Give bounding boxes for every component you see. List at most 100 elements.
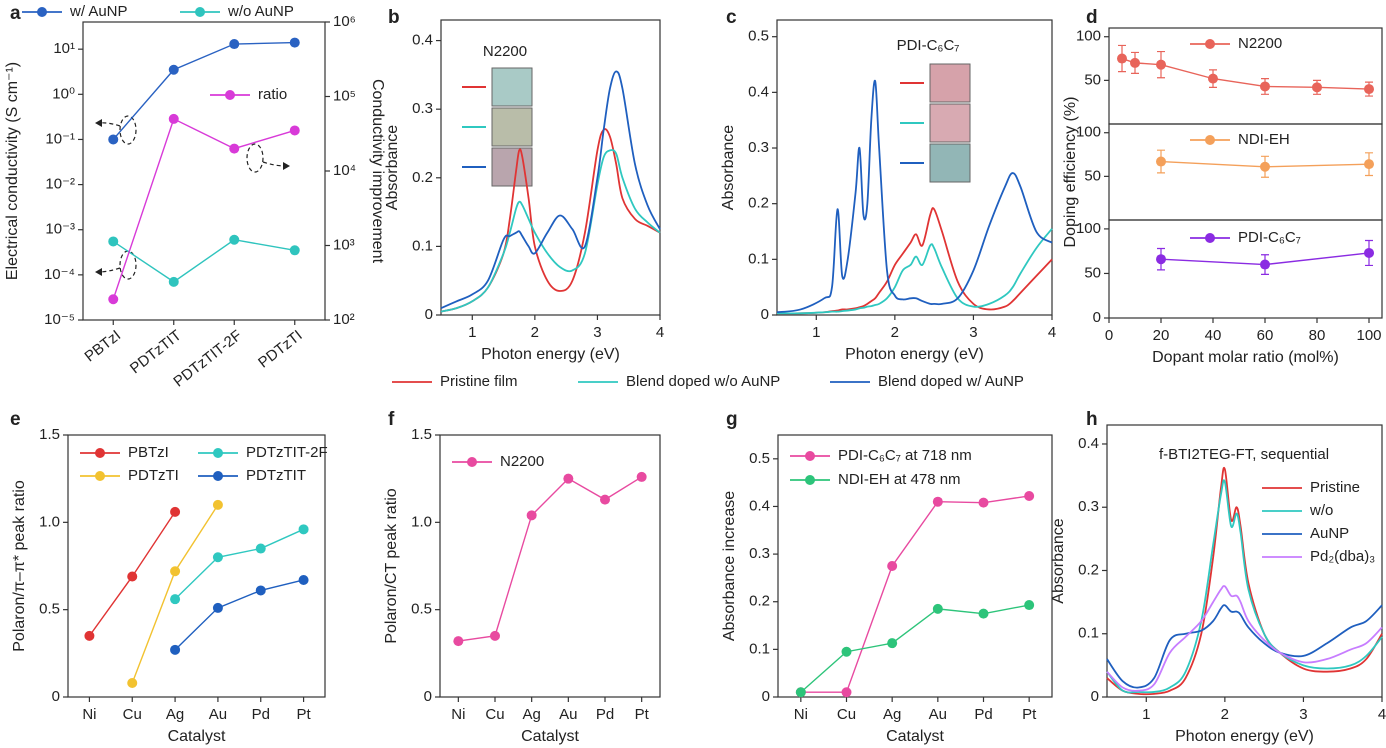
plot-frame: [1108, 219, 1383, 319]
marker: [978, 497, 989, 508]
marker: [255, 585, 266, 596]
marker: [841, 687, 852, 698]
y-axis-label: Electrical conductivity (S cm⁻¹): [4, 62, 21, 280]
legend-marker: [95, 471, 105, 481]
panel: 0 0.1 0.2 0.3 0.4 1 2 3 4 Photon energy (eV) Absor…: [384, 7, 1024, 390]
marker: [1260, 161, 1270, 172]
y2-tick-label: 10⁵: [333, 87, 356, 104]
marker: [978, 608, 989, 619]
y-tick-label: 100: [1076, 28, 1101, 45]
x-axis-label: Catalyst: [521, 728, 579, 745]
x-axis-label: Photon energy (eV): [1175, 728, 1314, 745]
marker: [127, 571, 138, 582]
legend-marker: [805, 475, 815, 485]
series-line: [131, 504, 219, 684]
marker: [289, 125, 300, 136]
panel: 0 0.1 0.2 0.3 0.4 1 2 3 4 Photon energy (eV) Absor…: [1050, 409, 1386, 745]
marker: [108, 134, 119, 145]
film-swatch: [491, 107, 533, 147]
y-tick-label: 0.2: [412, 169, 433, 186]
dashed-ellipse: [119, 115, 137, 145]
marker: [1156, 254, 1166, 265]
y-tick-label: 1.5: [411, 426, 432, 443]
y-tick-label: 0: [424, 688, 432, 705]
marker: [170, 594, 181, 605]
marker: [1364, 84, 1374, 95]
y-tick-label: 0.5: [411, 601, 432, 618]
legend-label: Pristine film: [440, 373, 518, 390]
x-tick-label: Pt: [296, 706, 311, 723]
x-tick-label: Ni: [794, 706, 808, 723]
legend-label: Pristine: [1310, 479, 1360, 496]
marker: [795, 687, 806, 698]
x-tick-label: 40: [1205, 327, 1222, 344]
y-tick-label: 10⁰: [52, 85, 75, 102]
panel-letter: d: [1086, 7, 1098, 28]
series-line: [112, 41, 295, 140]
marker: [1156, 156, 1166, 167]
panel-letter: a: [10, 3, 21, 24]
y-tick-label: 0: [52, 688, 60, 705]
series-line: [800, 495, 1030, 693]
series-line: [1106, 479, 1383, 694]
x-axis-label: Catalyst: [886, 728, 944, 745]
y-tick-label: 0.3: [412, 100, 433, 117]
y-tick-label: 0.4: [1078, 435, 1099, 452]
y-axis-label: Polaron/CT peak ratio: [383, 488, 400, 643]
panel-letter: f: [388, 409, 395, 430]
legend-label: N2200: [1238, 35, 1282, 52]
legend-label: w/ AuNP: [69, 3, 128, 20]
marker: [212, 602, 223, 613]
x-tick-label: 4: [656, 324, 664, 341]
series-line: [440, 70, 661, 309]
y-tick-label: 10⁻²: [45, 176, 75, 193]
plot-frame: [82, 21, 326, 321]
legend-label: ratio: [258, 86, 287, 103]
y-tick-label: 10⁻¹: [45, 130, 75, 147]
marker: [212, 552, 223, 563]
marker: [298, 524, 309, 535]
y2-tick-label: 10⁶: [333, 13, 356, 30]
y-axis-label: Absorbance increase: [721, 491, 738, 641]
x-tick-label: Au: [929, 706, 947, 723]
y-tick-label: 0.1: [412, 237, 433, 254]
film-swatch: [491, 67, 533, 107]
legend-label: w/o AuNP: [227, 3, 294, 20]
x-tick-label: 60: [1257, 327, 1274, 344]
y-tick-label: 0.1: [1078, 625, 1099, 642]
x-tick-label: 1: [812, 324, 820, 341]
marker: [1364, 159, 1374, 170]
series-line: [458, 476, 643, 642]
x-tick-label: 1: [1142, 706, 1150, 723]
marker: [1130, 57, 1140, 68]
y-tick-label: 0.2: [748, 195, 769, 212]
panel-letter: c: [726, 7, 737, 28]
x-tick-label: Ag: [522, 706, 540, 723]
legend-label: PDTzTI: [128, 467, 179, 484]
film-photos: [491, 63, 971, 187]
x-tick-label: 2: [1221, 706, 1229, 723]
x-tick-label: 20: [1153, 327, 1170, 344]
marker: [298, 574, 309, 585]
y-tick-label: 0.1: [749, 640, 770, 657]
panel: 0 0.1 0.2 0.3 0.4 0.5 Ni Cu Ag Au Pd Pt Catalyst Abso…: [721, 409, 1053, 745]
plot-frame: [777, 434, 1053, 698]
y-tick-label: 1.5: [39, 426, 60, 443]
marker: [490, 630, 500, 641]
dashed-arrow: [97, 122, 121, 127]
y-tick-label: 0.5: [749, 450, 770, 467]
marker: [170, 566, 181, 577]
y-axis-label: Doping efficiency (%): [1062, 97, 1079, 248]
y-tick-label: 0.2: [1078, 561, 1099, 578]
legend-marker: [1205, 135, 1215, 145]
marker: [229, 143, 240, 154]
x-tick-label: Cu: [837, 706, 856, 723]
panel: 0 0.5 1.0 1.5 Ni Cu Ag Au Pd Pt Catalyst Polaron/π–…: [10, 409, 328, 745]
x-tick-label: Au: [559, 706, 577, 723]
marker: [108, 294, 119, 305]
arrow-head: [283, 162, 290, 170]
x-tick-label: Ag: [166, 706, 184, 723]
y-axis-label: Polaron/π–π* peak ratio: [11, 480, 28, 652]
inset-title: f-BTI2TEG-FT, sequential: [1159, 446, 1329, 463]
